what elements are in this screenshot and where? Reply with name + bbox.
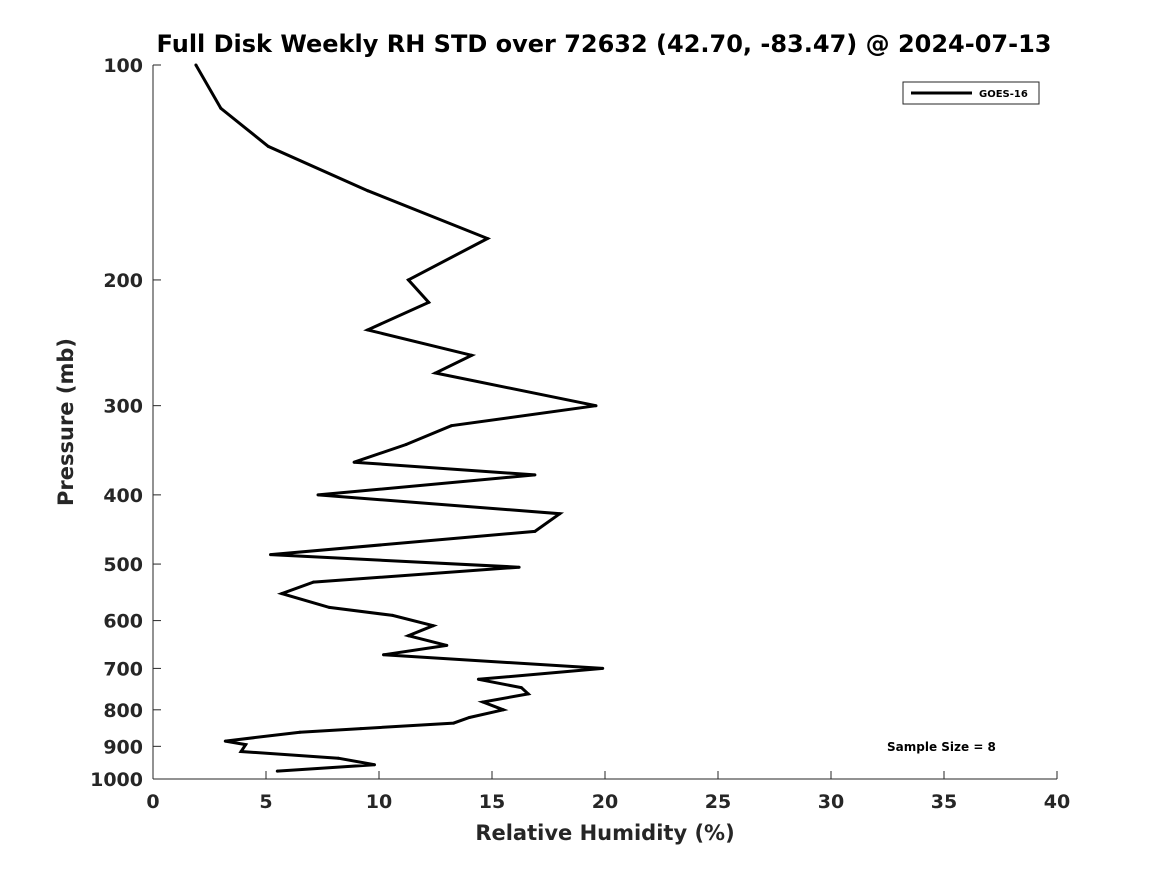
data-point-goes-16-11: [449, 424, 453, 428]
plot-area: [153, 65, 1057, 779]
data-point-goes-16-15: [316, 493, 320, 497]
data-point-goes-16-14: [533, 473, 537, 477]
x-tick-label-30: 30: [818, 791, 844, 813]
legend-label-goes-16: GOES-16: [979, 89, 1028, 100]
x-tick-label-25: 25: [705, 791, 731, 813]
data-point-goes-16-6: [427, 300, 431, 304]
x-tick-label-0: 0: [146, 791, 159, 813]
data-point-goes-16-35: [452, 721, 456, 725]
sample-size-annotation: Sample Size = 8: [887, 740, 996, 754]
data-point-goes-16-36: [359, 727, 363, 731]
data-point-goes-16-4: [486, 237, 489, 240]
data-point-goes-16-9: [434, 371, 437, 375]
data-point-goes-16-0: [194, 63, 198, 67]
data-point-goes-16-18: [269, 553, 272, 557]
data-point-goes-16-3: [366, 189, 370, 193]
data-point-goes-16-1: [219, 106, 223, 110]
y-tick-label-500: 500: [103, 554, 143, 576]
data-point-goes-16-43: [275, 769, 279, 773]
y-tick-label-900: 900: [103, 736, 143, 758]
data-point-goes-16-13: [352, 460, 356, 464]
data-point-goes-16-30: [519, 686, 523, 690]
data-point-goes-16-21: [280, 592, 284, 596]
data-point-goes-16-10: [594, 404, 598, 408]
data-point-goes-16-2: [266, 144, 270, 148]
x-tick-label-10: 10: [366, 791, 392, 813]
series-points-goes-16: [194, 63, 605, 773]
x-ticks: 0 5 10 15 20 25 30 35 40: [146, 771, 1070, 813]
data-point-goes-16-23: [391, 613, 395, 617]
data-point-goes-16-32: [481, 700, 485, 704]
data-point-goes-16-26: [445, 643, 449, 647]
data-point-goes-16-33: [501, 708, 505, 712]
y-tick-label-100: 100: [103, 55, 143, 77]
x-tick-label-40: 40: [1044, 791, 1070, 813]
legend[interactable]: GOES-16: [902, 81, 1040, 105]
data-point-goes-16-37: [298, 730, 302, 734]
axes: [152, 65, 1057, 780]
data-point-goes-16-12: [404, 443, 408, 446]
chart-title: Full Disk Weekly RH STD over 72632 (42.7…: [157, 30, 1052, 58]
series-line-goes-16: [194, 64, 603, 773]
data-point-goes-16-38: [223, 739, 227, 743]
data-point-goes-16-25: [406, 634, 410, 638]
data-point-goes-16-39: [244, 743, 248, 747]
x-tick-label-20: 20: [592, 791, 618, 813]
series-group: [194, 63, 605, 773]
x-axis-label: Relative Humidity (%): [475, 821, 734, 845]
data-point-goes-16-22: [327, 605, 331, 609]
data-point-goes-16-42: [373, 763, 376, 767]
data-point-goes-16-8: [470, 353, 474, 357]
x-tick-label-5: 5: [259, 791, 272, 813]
data-point-goes-16-17: [533, 529, 537, 533]
data-point-goes-16-5: [406, 278, 410, 282]
data-point-goes-16-34: [467, 716, 471, 719]
data-point-goes-16-19: [517, 565, 521, 569]
data-point-goes-16-7: [366, 328, 370, 332]
data-point-goes-16-27: [382, 653, 385, 657]
y-ticks: 100 200 300 400 500 600 700 800 900 1000: [90, 55, 161, 791]
data-point-goes-16-40: [239, 750, 243, 753]
data-point-goes-16-24: [431, 624, 435, 628]
y-axis-label: Pressure (mb): [54, 338, 78, 506]
y-tick-label-400: 400: [103, 485, 143, 507]
data-point-goes-16-29: [476, 677, 480, 681]
y-tick-label-800: 800: [103, 700, 143, 722]
y-tick-label-1000: 1000: [90, 769, 143, 791]
y-tick-label-700: 700: [103, 658, 143, 680]
data-point-goes-16-28: [601, 666, 605, 670]
data-point-goes-16-31: [526, 692, 530, 696]
x-tick-label-35: 35: [931, 791, 957, 813]
y-tick-label-600: 600: [103, 611, 143, 633]
data-point-goes-16-41: [336, 756, 340, 760]
y-tick-label-200: 200: [103, 270, 143, 292]
data-point-goes-16-16: [558, 512, 562, 516]
x-tick-label-15: 15: [479, 791, 505, 813]
y-tick-label-300: 300: [103, 396, 143, 418]
data-point-goes-16-20: [312, 580, 315, 584]
